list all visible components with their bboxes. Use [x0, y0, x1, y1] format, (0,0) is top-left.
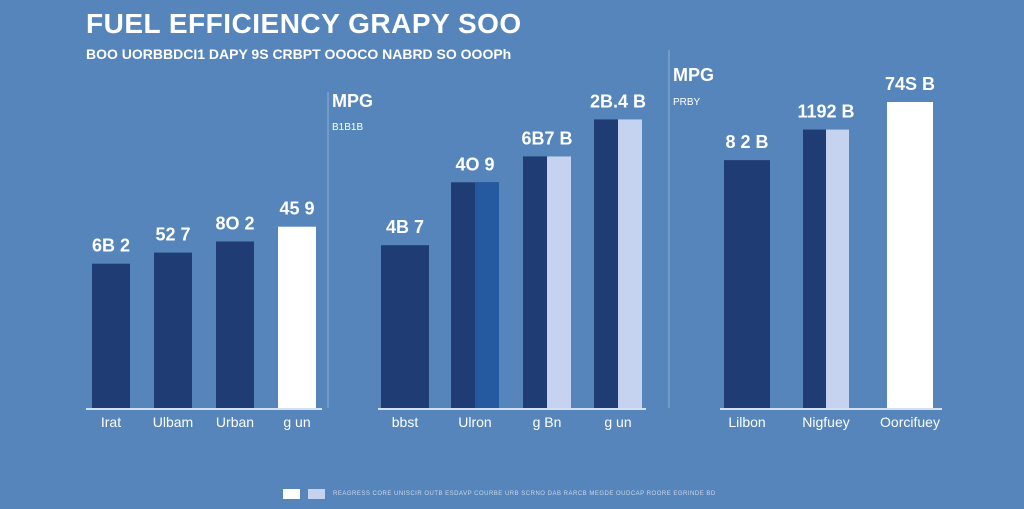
bar-2	[154, 252, 192, 408]
chart-panel-1: 6B 2 Irat 52 7 Ulbam 8O 2 Urban 45 9 g un	[86, 199, 322, 430]
y-axis-label: MPG	[332, 91, 373, 111]
bar-3	[216, 241, 254, 408]
bar-1	[724, 160, 770, 408]
category-label: Nigfuey	[802, 414, 849, 430]
category-label: Ulron	[458, 414, 491, 430]
bar-2-segment	[475, 182, 499, 408]
value-label: 2B.4 B	[590, 91, 646, 111]
y-axis-sublabel: PRBY	[673, 97, 701, 108]
category-label: bbst	[392, 414, 419, 430]
category-label: Oorcifuey	[880, 414, 940, 430]
chart-title: FUEL EFFICIENCY GRAPY SOO	[86, 8, 522, 39]
category-label: Ulbam	[153, 414, 193, 430]
category-label: g un	[283, 414, 310, 430]
value-label: 8 2 B	[725, 132, 768, 152]
bar-1	[381, 245, 429, 408]
category-label: Irat	[101, 414, 121, 430]
chart-subtitle: BOO UORBBDCI1 DAPY 9S CRBPT OOOCO NABRD …	[86, 46, 512, 62]
value-label: 45 9	[279, 199, 314, 219]
chart-panel-2: MPG B1B1B 4B 7 bbst 4O 9 Ulron 6B7 B g Bn 2B.4 B…	[327, 91, 646, 430]
legend-swatch-light	[308, 489, 325, 499]
y-axis-label: MPG	[673, 65, 714, 85]
chart-panel-3: MPG PRBY 8 2 B Lilbon 1192 B Nigfuey 74S B Oorc…	[668, 50, 942, 430]
value-label: 4O 9	[455, 154, 494, 174]
category-label: Lilbon	[728, 414, 765, 430]
value-label: 6B7 B	[521, 128, 572, 148]
bar-4	[278, 226, 316, 408]
bar-3-segment	[547, 156, 571, 408]
value-label: 74S B	[885, 74, 935, 94]
value-label: 6B 2	[92, 236, 130, 256]
value-label: 4B 7	[386, 217, 424, 237]
category-label: g un	[604, 414, 631, 430]
y-axis-sublabel: B1B1B	[332, 122, 363, 133]
bar-4-segment	[618, 119, 642, 409]
category-label: Urban	[216, 414, 254, 430]
bar-3	[887, 102, 933, 408]
bar-2-segment	[826, 129, 849, 409]
value-label: 1192 B	[797, 102, 854, 122]
legend-swatch-white	[283, 489, 300, 499]
category-label: g Bn	[533, 414, 562, 430]
value-label: 8O 2	[215, 214, 254, 234]
bar-1	[92, 263, 130, 408]
legend: REAGRESS CORE UNISCIR OUTB ESDAVP COURBE…	[283, 489, 716, 499]
value-label: 52 7	[155, 225, 190, 245]
legend-text: REAGRESS CORE UNISCIR OUTB ESDAVP COURBE…	[333, 491, 716, 497]
